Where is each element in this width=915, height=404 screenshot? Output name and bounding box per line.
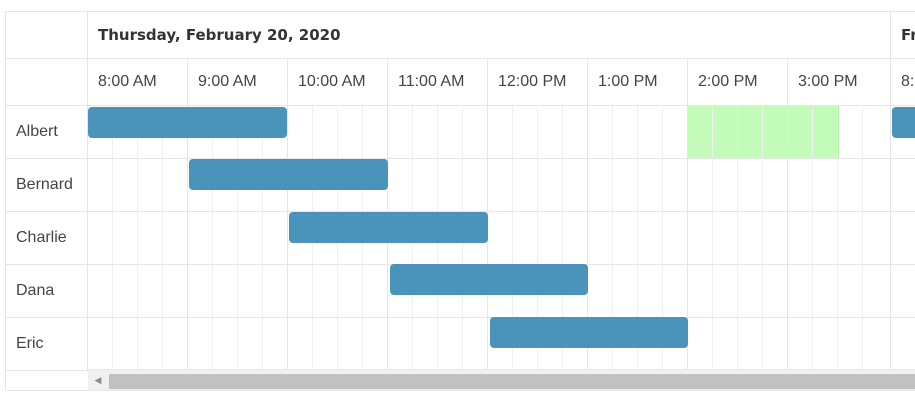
resource-row-charlie: Charlie <box>6 212 88 265</box>
resource-row-albert: Albert <box>6 106 88 159</box>
schedule-grid <box>88 106 915 369</box>
event-albert[interactable] <box>88 107 287 138</box>
time-slot-friday-8am: 8:00 AM <box>891 59 915 106</box>
time-slot-3pm: 3:00 PM <box>788 59 891 106</box>
time-header-row: 8:00 AM 9:00 AM 10:00 AM 11:00 AM 12:00 … <box>88 59 915 106</box>
highlighted-slot[interactable] <box>688 106 839 158</box>
event-bernard[interactable] <box>189 159 388 190</box>
resource-row-eric: Eric <box>6 318 88 371</box>
date-header-friday: Friday, February 21, 2020 <box>891 12 915 59</box>
triangle-left-icon[interactable]: ◀ <box>94 375 102 385</box>
time-slot-11am: 11:00 AM <box>388 59 488 106</box>
timeline: Thursday, February 20, 2020 Friday, Febr… <box>88 12 915 369</box>
header-corner <box>6 59 88 106</box>
time-slot-1pm: 1:00 PM <box>588 59 688 106</box>
date-header-thursday: Thursday, February 20, 2020 <box>88 12 891 59</box>
event-dana[interactable] <box>390 264 588 295</box>
event-eric[interactable] <box>490 317 688 348</box>
time-slot-9am: 9:00 AM <box>188 59 288 106</box>
resource-row-bernard: Bernard <box>6 159 88 212</box>
event-charlie[interactable] <box>289 212 488 243</box>
time-slot-2pm: 2:00 PM <box>688 59 788 106</box>
horizontal-scrollbar[interactable]: ◀ <box>88 369 915 390</box>
date-header-row: Thursday, February 20, 2020 Friday, Febr… <box>88 12 915 59</box>
header-corner <box>6 12 88 59</box>
resource-row-dana: Dana <box>6 265 88 318</box>
time-slot-8am: 8:00 AM <box>88 59 188 106</box>
time-slot-10am: 10:00 AM <box>288 59 388 106</box>
event-albert-friday[interactable] <box>892 107 915 138</box>
time-slot-12pm: 12:00 PM <box>488 59 588 106</box>
scrollbar-thumb[interactable] <box>109 374 915 389</box>
scheduler: Albert Bernard Charlie Dana Eric Thursda… <box>5 11 915 391</box>
